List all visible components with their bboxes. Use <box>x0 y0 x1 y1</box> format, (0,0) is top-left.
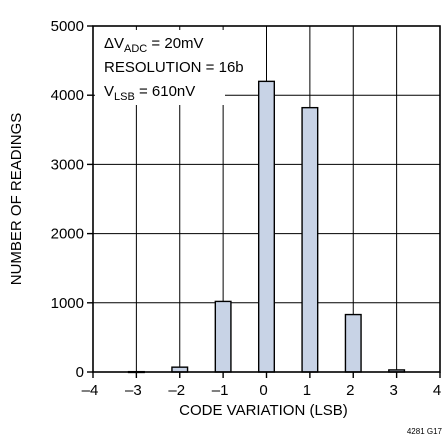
y-tick-label: 2000 <box>51 226 84 243</box>
y-tick-label: 4000 <box>51 87 84 104</box>
x-tick-label: 1 <box>303 382 311 399</box>
x-tick-label: –2 <box>168 382 185 399</box>
x-tick-label: –4 <box>82 382 99 399</box>
annotation-line: ΔVADC = 20mV <box>104 35 204 55</box>
annotation-line: VLSB = 610nV <box>104 83 195 103</box>
x-tick-label: 0 <box>259 382 267 399</box>
y-tick-label: 3000 <box>51 156 84 173</box>
x-tick-label: 3 <box>389 382 397 399</box>
figure-code: 4281 G17 <box>407 427 443 436</box>
x-tick-label: –3 <box>125 382 142 399</box>
annotation-background <box>95 30 225 105</box>
x-tick-label: –1 <box>212 382 229 399</box>
histogram-bar <box>214 300 232 373</box>
y-tick-label: 0 <box>76 364 84 381</box>
y-tick-label: 1000 <box>51 295 84 312</box>
annotation-layer: ΔVADC = 20mV RESOLUTION = 16b VLSB = 610nV <box>95 30 244 105</box>
annotation-line: RESOLUTION = 16b <box>104 59 244 76</box>
y-tick-label: 5000 <box>51 18 84 35</box>
histogram-bar <box>257 80 276 373</box>
x-tick-label: 2 <box>346 382 354 399</box>
bar-layer <box>127 80 406 374</box>
y-axis-title: NUMBER OF READINGS <box>8 113 25 286</box>
tick-layer: 0 1000 2000 3000 4000 5000 –4 –3 –2 –1 0 1 2 3 4 <box>51 18 442 399</box>
x-axis-title: CODE VARIATION (LSB) <box>179 402 348 419</box>
histogram-bar <box>301 106 319 373</box>
histogram-bar <box>344 313 362 373</box>
x-tick-label: 4 <box>433 382 441 399</box>
